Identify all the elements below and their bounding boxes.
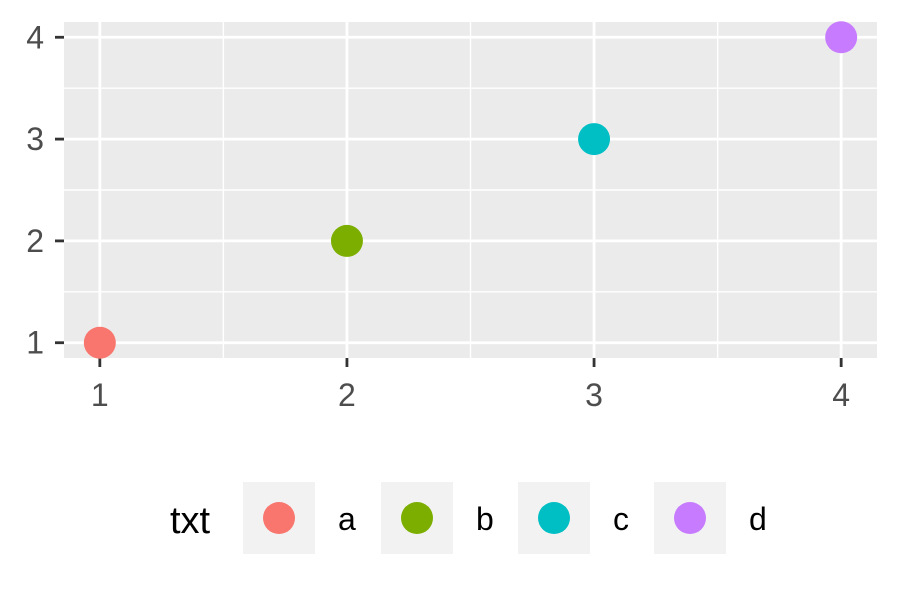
major-gridlines — [64, 22, 877, 358]
data-point-b — [330, 224, 363, 257]
legend: txt a b c d — [170, 482, 767, 554]
data-point-a — [83, 326, 116, 359]
x-tick-label: 4 — [832, 377, 850, 413]
x-tick-label: 3 — [585, 377, 603, 413]
x-axis: 1 2 3 4 — [91, 358, 850, 413]
x-tick-label: 1 — [91, 377, 109, 413]
y-tick-label: 3 — [26, 121, 44, 157]
data-point-c — [578, 123, 611, 156]
legend-label-c: c — [613, 501, 629, 537]
legend-label-d: d — [749, 501, 767, 537]
y-tick-label: 1 — [26, 325, 44, 361]
legend-symbol-b — [401, 502, 433, 534]
legend-label-b: b — [476, 501, 494, 537]
data-point-d — [825, 21, 858, 54]
minor-gridlines — [64, 22, 877, 358]
legend-label-a: a — [338, 501, 356, 537]
legend-symbol-a — [263, 502, 295, 534]
legend-symbol-c — [538, 502, 570, 534]
data-points — [83, 21, 858, 359]
legend-title: txt — [170, 500, 211, 542]
y-tick-label: 2 — [26, 223, 44, 259]
x-tick-label: 2 — [338, 377, 356, 413]
legend-symbol-d — [674, 502, 706, 534]
y-axis: 1 2 3 4 — [26, 19, 64, 361]
y-tick-label: 4 — [26, 19, 44, 55]
